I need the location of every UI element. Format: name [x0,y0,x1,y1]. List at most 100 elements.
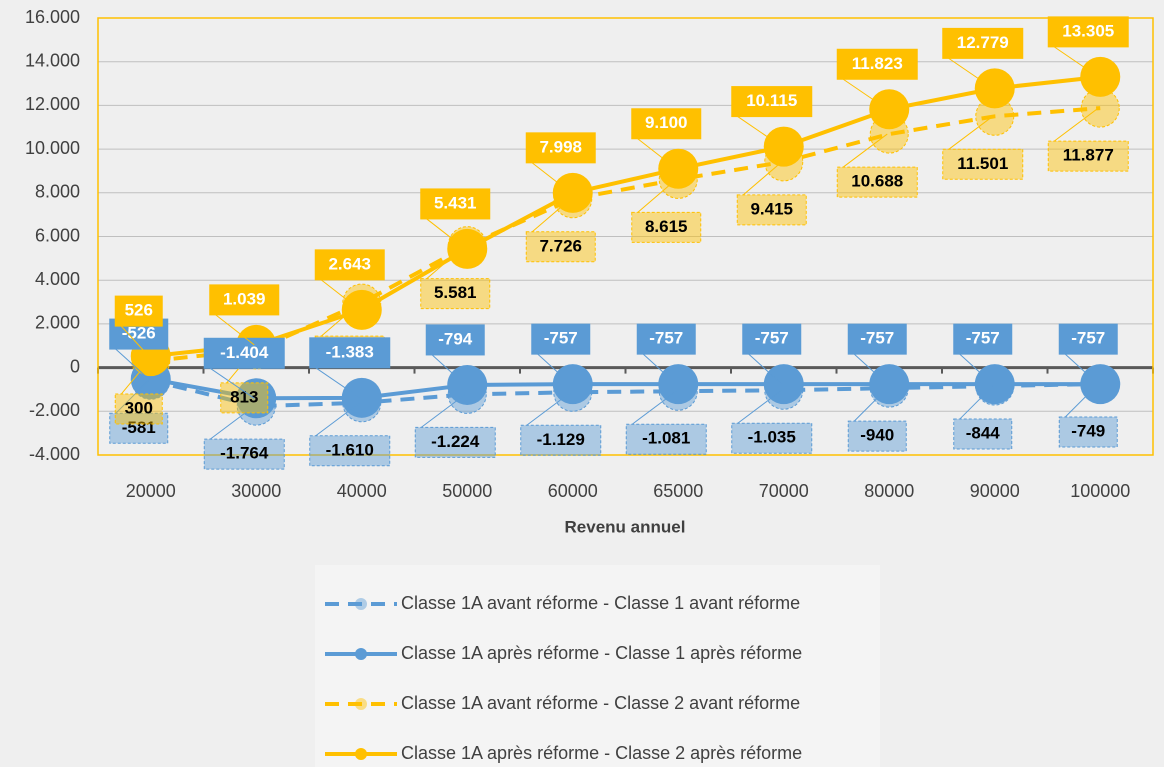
label-box [220,382,269,414]
y-tick-label: -2.000 [29,400,80,420]
label-box [1047,140,1129,172]
x-tick-label: 90000 [970,481,1020,501]
leader-line [642,353,677,385]
data-label: 526 [125,301,153,320]
legend-label: Classe 1A après réforme - Classe 2 après… [401,743,802,763]
label-box [425,324,485,356]
data-label: -1.764 [220,444,269,463]
x-tick-label: 100000 [1070,481,1130,501]
leader-line [853,387,888,422]
marker [658,364,699,405]
label-box [309,337,391,369]
data-label: -940 [860,426,894,445]
leader-line [426,218,466,250]
label-box [114,393,163,425]
leader-line [537,353,572,385]
data-label: 11.823 [852,54,903,73]
label-box [942,148,1024,180]
leader-line [215,314,255,346]
label-box [731,422,813,454]
data-label: -1.383 [326,342,374,361]
label-box [1058,323,1118,355]
label-box [420,188,491,220]
marker [658,148,699,189]
y-tick-label: 12.000 [25,94,80,114]
leader-line [959,385,994,420]
leader-line [748,353,783,385]
data-label: 2.643 [328,254,371,273]
label-box [525,231,596,263]
y-tick-label: 6.000 [35,225,80,245]
y-tick-label: 10.000 [25,138,80,158]
y-tick-label: -4.000 [29,444,80,464]
legend-marker [355,748,367,760]
label-box [847,323,907,355]
label-box [414,426,496,458]
data-label: 1.039 [223,289,266,308]
leader-line [315,367,361,399]
data-label: 300 [125,399,153,418]
legend-marker [355,598,367,610]
data-label: 7.726 [539,236,582,255]
legend-marker [355,648,367,660]
data-label: 813 [230,387,258,406]
data-label: -1.404 [220,343,269,362]
y-tick-label: 0 [70,356,80,376]
leader-line [853,353,888,385]
data-label: -844 [966,424,1001,443]
leader-line [320,279,361,311]
label-box [1047,16,1129,48]
label-box [520,424,602,456]
legend-marker [355,698,367,710]
plot-border [97,17,1154,456]
y-tick-label: 4.000 [35,269,80,289]
leader-line [426,245,466,280]
leader-line [320,302,361,337]
label-box [736,194,807,226]
leader-line [1053,107,1099,142]
data-label: -1.129 [537,430,585,449]
label-box [953,323,1013,355]
label-box [309,435,391,467]
leader-line [420,393,466,428]
data-label: 10.115 [746,91,797,110]
marker [1080,88,1120,128]
label-box [420,278,491,310]
leader-line [948,115,994,150]
leader-line [637,138,677,170]
y-tick-label: 8.000 [35,182,80,202]
data-label: 9.100 [645,113,688,132]
y-tick-label: 14.000 [25,50,80,70]
legend-label: Classe 1A avant réforme - Classe 2 avant… [401,693,800,713]
label-box [314,249,385,281]
leader-line [842,133,888,168]
x-tick-label: 60000 [548,481,598,501]
data-label: -794 [438,329,473,348]
data-label: 10.688 [851,172,903,191]
leader-line [959,353,994,385]
leader-line [737,389,783,424]
data-label: -1.610 [326,440,374,459]
label-box [636,323,696,355]
marker [869,89,910,130]
marker [1080,56,1121,97]
leader-line [120,325,150,357]
data-label: -757 [966,329,1000,348]
marker [763,126,804,167]
label-box [836,166,918,198]
marker [552,364,593,405]
data-label: 5.581 [434,283,477,302]
x-tick-label: 40000 [337,481,387,501]
leader-line [209,405,255,440]
label-box [631,211,702,243]
data-label: -757 [649,329,683,348]
data-label: -1.224 [431,432,480,451]
leader-line [531,198,572,233]
leader-line [948,57,994,89]
leader-line [115,348,150,380]
data-label: -757 [544,329,578,348]
marker [341,289,382,330]
x-tick-label: 50000 [442,481,492,501]
